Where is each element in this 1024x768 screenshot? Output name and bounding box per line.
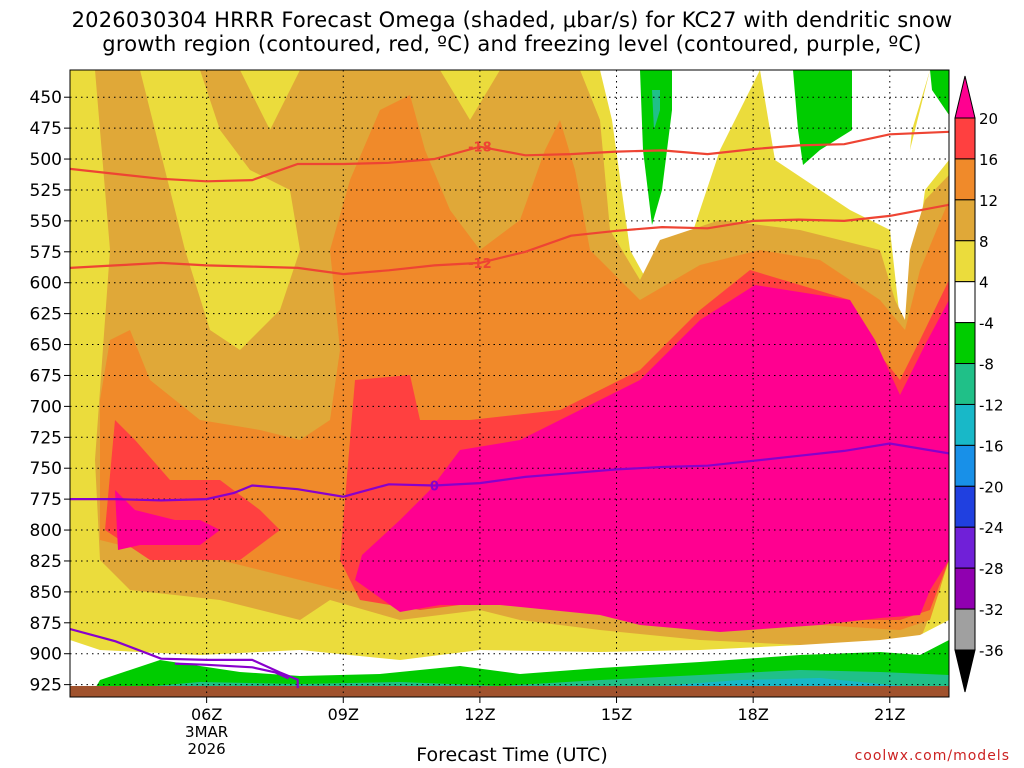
colorbar-label-1: 16 xyxy=(979,151,998,169)
y-tick-label-650: 650 xyxy=(30,336,62,356)
contour-line-1 xyxy=(70,203,949,276)
chart-title: 2026030304 HRRR Forecast Omega (shaded, … xyxy=(0,8,1024,56)
contour-line-4 xyxy=(174,662,290,680)
colorbar-swatch-10 xyxy=(954,485,976,528)
colorbar-swatch-8 xyxy=(954,403,976,446)
x-tick-label-12Z: 12Z xyxy=(464,705,495,724)
x-tick-sublabel-date: 3MAR xyxy=(185,723,228,741)
colorbar-swatch-12 xyxy=(954,567,976,610)
colorbar-swatch-7 xyxy=(954,363,976,405)
x-tick-label-15Z: 15Z xyxy=(601,705,632,724)
x-axis-title: Forecast Time (UTC) xyxy=(416,744,608,766)
shade-green-1 xyxy=(640,70,672,225)
colorbar-swatch-6 xyxy=(954,322,976,365)
colorbar-label-13: -36 xyxy=(979,642,1004,660)
y-tick-label-800: 800 xyxy=(30,521,62,541)
contour-line-3 xyxy=(70,627,299,689)
shade-4-left xyxy=(140,70,300,350)
colorbar-label-8: -16 xyxy=(979,437,1004,455)
y-tick-label-825: 825 xyxy=(30,552,62,572)
contour-label-0: -18 xyxy=(468,141,492,156)
y-tick-label-500: 500 xyxy=(30,150,62,170)
colorbar-swatch-13 xyxy=(954,608,976,651)
colorbar-swatch-5 xyxy=(954,281,976,324)
colorbar-swatch-1 xyxy=(954,117,976,160)
y-tick-label-700: 700 xyxy=(30,397,62,417)
colorbar: 20 16 12 8 4 -4 -8 -12 -16 -20 -24 -28 -32 -36 xyxy=(954,75,1004,693)
colorbar-label-2: 12 xyxy=(979,192,998,210)
colorbar-label-6: -8 xyxy=(979,356,994,374)
y-tick-label-925: 925 xyxy=(30,676,62,696)
grid-lines xyxy=(70,70,949,697)
colorbar-label-4: 4 xyxy=(979,274,989,292)
y-tick-label-450: 450 xyxy=(30,88,62,108)
colorbar-swatch-11 xyxy=(954,526,976,569)
x-tick-label-09Z: 09Z xyxy=(328,705,359,724)
y-tick-label-625: 625 xyxy=(30,305,62,325)
colorbar-label-0: 20 xyxy=(979,110,998,128)
x-tick-label-18Z: 18Z xyxy=(737,705,768,724)
contour-lines: -18 -12 0 xyxy=(70,130,949,689)
chart-title-line-2: growth region (contoured, red, ºC) and f… xyxy=(102,32,922,56)
y-tick-label-600: 600 xyxy=(30,274,62,294)
omega-shading xyxy=(70,70,949,697)
y-tick-label-900: 900 xyxy=(30,645,62,665)
colorbar-swatch-9 xyxy=(954,444,976,487)
colorbar-top-triangle xyxy=(954,75,976,119)
y-tick-label-775: 775 xyxy=(30,490,62,510)
shade-right-green xyxy=(920,640,949,665)
colorbar-label-11: -28 xyxy=(979,560,1004,578)
colorbar-swatch-3 xyxy=(954,199,976,242)
x-tick-label-21Z: 21Z xyxy=(874,705,905,724)
colorbar-label-5: -4 xyxy=(979,315,994,333)
contour-line-2 xyxy=(70,442,949,502)
colorbar-label-7: -12 xyxy=(979,396,1004,414)
y-tick-label-475: 475 xyxy=(30,119,62,139)
shade-20-core-left xyxy=(115,490,220,550)
colorbar-label-12: -32 xyxy=(979,601,1004,619)
colorbar-bottom-triangle xyxy=(954,649,976,693)
x-tick-sublabel-year: 2026 xyxy=(188,740,226,758)
colorbar-label-3: 8 xyxy=(979,233,989,251)
y-tick-label-750: 750 xyxy=(30,459,62,479)
credit-text: coolwx.com/models xyxy=(854,748,1010,764)
ground-strip xyxy=(70,686,949,697)
x-tick-label-06Z: 06Z xyxy=(191,705,222,724)
shade-green-3 xyxy=(930,70,949,115)
shade-green-2 xyxy=(793,70,852,165)
shade-white-top xyxy=(600,70,760,295)
colorbar-swatch-4 xyxy=(954,240,976,283)
colorbar-label-10: -24 xyxy=(979,519,1004,537)
y-axis: 450 475 500 525 550 575 600 625 650 675 700 725 750 7… xyxy=(30,88,70,696)
shade-teal-1 xyxy=(652,90,660,130)
shade-20-core-main xyxy=(355,285,949,632)
y-tick-label-875: 875 xyxy=(30,614,62,634)
plot-frame xyxy=(69,69,950,698)
y-tick-label-675: 675 xyxy=(30,366,62,386)
contour-label-1: -12 xyxy=(468,257,492,272)
chart-title-line-1: 2026030304 HRRR Forecast Omega (shaded, … xyxy=(71,8,953,32)
y-tick-label-525: 525 xyxy=(30,181,62,201)
y-tick-label-575: 575 xyxy=(30,243,62,263)
y-tick-label-725: 725 xyxy=(30,428,62,448)
contour-line-0 xyxy=(70,130,949,183)
contour-label-2: 0 xyxy=(430,480,439,495)
colorbar-label-9: -20 xyxy=(979,478,1004,496)
y-tick-label-550: 550 xyxy=(30,212,62,232)
colorbar-swatch-2 xyxy=(954,158,976,201)
y-tick-label-850: 850 xyxy=(30,583,62,603)
